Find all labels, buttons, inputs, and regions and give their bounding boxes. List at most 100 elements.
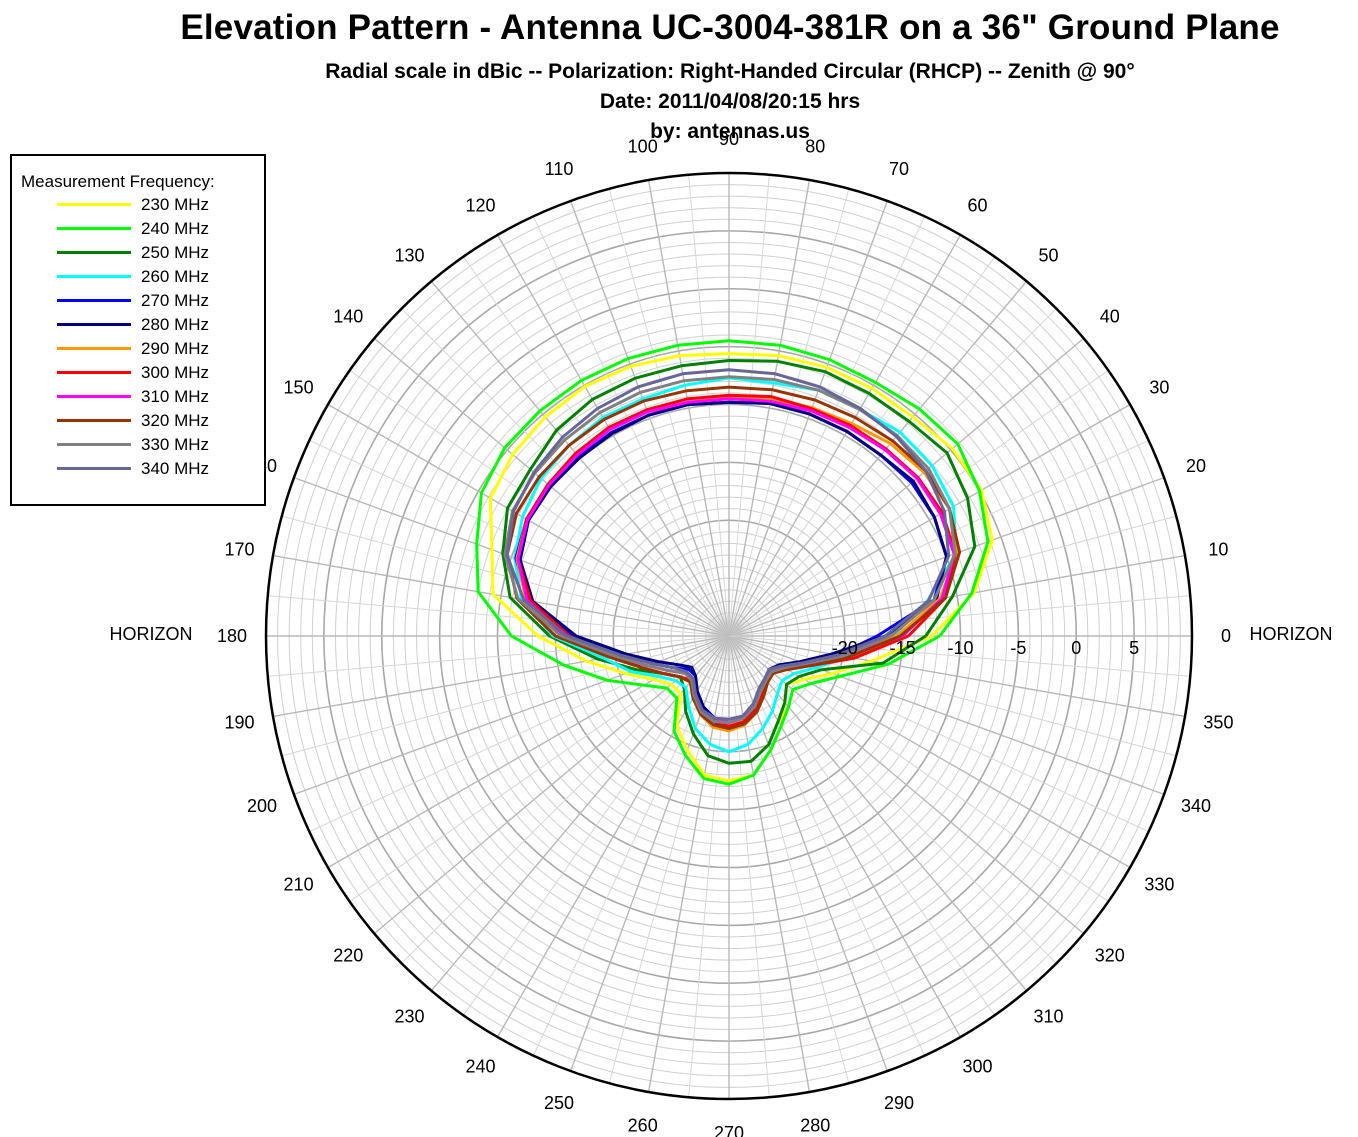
angle-spoke [728, 439, 1149, 637]
angle-tick-label: 230 [395, 1007, 425, 1027]
angle-spoke [728, 635, 1057, 964]
legend-item: 330 MHz [12, 434, 264, 458]
angle-spoke [608, 635, 730, 1084]
angle-tick-label: 110 [545, 159, 574, 179]
angle-tick-label: 320 [1095, 945, 1125, 965]
series-line [505, 368, 951, 721]
series-line [505, 385, 962, 731]
polar-grid [264, 171, 1194, 1101]
angle-spoke [728, 188, 850, 637]
angle-tick-label: 240 [465, 1056, 495, 1076]
angle-spoke [728, 308, 1057, 637]
angle-spoke [401, 635, 730, 964]
angle-tick-label: 80 [805, 137, 825, 157]
angle-spoke [728, 256, 995, 637]
legend-swatch [57, 227, 131, 230]
angle-spoke [728, 200, 889, 637]
angle-tick-label: 340 [1181, 796, 1211, 816]
legend-item: 240 MHz [12, 218, 264, 242]
angle-tick-label: 310 [1033, 1007, 1063, 1027]
legend-item: 340 MHz [12, 458, 264, 482]
legend-label: 300 MHz [141, 363, 210, 382]
legend-list: 230 MHz 240 MHz 250 MHz 260 MHz 270 MHz 280 M… [12, 194, 264, 482]
angle-tick-label: 190 [225, 712, 255, 732]
angle-tick-label: 60 [967, 196, 987, 216]
angle-tick-label: 170 [225, 540, 255, 560]
angle-spoke [688, 174, 730, 637]
angle-tick-label: 40 [1100, 307, 1120, 327]
legend-swatch [57, 251, 131, 254]
angle-spoke [728, 370, 1109, 637]
legend-item: 310 MHz [12, 386, 264, 410]
angle-spoke [267, 595, 730, 637]
angle-spoke [728, 554, 1186, 637]
angle-spoke [728, 337, 1085, 637]
angle-tick-label: 180 [217, 626, 247, 646]
angle-tick-label: 120 [465, 196, 495, 216]
legend-swatch [57, 419, 131, 422]
legend-label: 240 MHz [141, 219, 210, 238]
angle-spoke [532, 216, 730, 637]
angle-tick-label: 200 [247, 796, 277, 816]
angle-spoke [569, 200, 730, 637]
legend-swatch [57, 203, 131, 206]
byline: by: antennas.us [650, 120, 810, 143]
angle-tick-label: 140 [333, 307, 363, 327]
radial-tick-label: -10 [947, 638, 973, 658]
legend-label: 290 MHz [141, 339, 210, 358]
legend-label: 310 MHz [141, 387, 210, 406]
legend-swatch [57, 443, 131, 446]
angle-tick-label: 20 [1186, 456, 1206, 476]
angle-tick-label: 50 [1038, 245, 1058, 265]
angle-tick-label: 270 [714, 1123, 744, 1137]
legend-item: 290 MHz [12, 338, 264, 362]
angle-tick-label: 150 [284, 378, 314, 398]
angle-tick-label: 260 [628, 1115, 658, 1135]
angle-tick-label: 100 [628, 137, 658, 157]
angle-spoke [496, 234, 730, 637]
angle-spoke [728, 635, 1177, 757]
series-line [475, 339, 990, 786]
series-layer [475, 339, 994, 786]
radial-tick-label: -15 [890, 638, 916, 658]
angle-tick-label: 350 [1203, 712, 1233, 732]
legend-swatch [57, 371, 131, 374]
angle-spoke [728, 280, 1028, 637]
angle-spoke [728, 216, 926, 637]
angle-spoke [728, 179, 811, 637]
angle-spoke [688, 635, 730, 1098]
radial-tick-label: -5 [1010, 638, 1026, 658]
legend-swatch [57, 347, 131, 350]
legend-item: 280 MHz [12, 314, 264, 338]
date-line: Date: 2011/04/08/20:15 hrs [599, 90, 861, 113]
radial-tick-label: 5 [1129, 638, 1139, 658]
legend-swatch [57, 299, 131, 302]
legend-label: 230 MHz [141, 195, 210, 214]
legend-item: 300 MHz [12, 362, 264, 386]
legend-label: 260 MHz [141, 267, 210, 286]
angle-spoke [728, 635, 1085, 935]
angle-spoke [728, 635, 1028, 992]
angle-spoke [728, 234, 962, 637]
angle-tick-label: 90 [719, 129, 739, 149]
angle-tick-label: 0 [1221, 626, 1231, 646]
angle-spoke [728, 595, 1191, 637]
angle-spoke [728, 403, 1131, 637]
angle-spoke [349, 635, 730, 902]
legend-swatch [57, 395, 131, 398]
angle-spoke [281, 635, 730, 757]
legend-title: Measurement Frequency: [21, 172, 215, 191]
angle-tick-label: 280 [800, 1115, 830, 1135]
angle-spoke [272, 635, 730, 718]
radial-tick-label: -20 [832, 638, 858, 658]
legend-label: 320 MHz [141, 411, 210, 430]
chart-subtitle: Radial scale in dBic -- Polarization: Ri… [325, 60, 1135, 83]
angle-tick-label: 10 [1208, 540, 1228, 560]
legend-swatch [57, 323, 131, 326]
legend: Measurement Frequency: 230 MHz 240 MHz 250… [10, 154, 266, 506]
legend-item: 260 MHz [12, 266, 264, 290]
angle-spoke [293, 476, 730, 637]
legend-item: 230 MHz [12, 194, 264, 218]
angle-tick-label: 130 [395, 245, 425, 265]
